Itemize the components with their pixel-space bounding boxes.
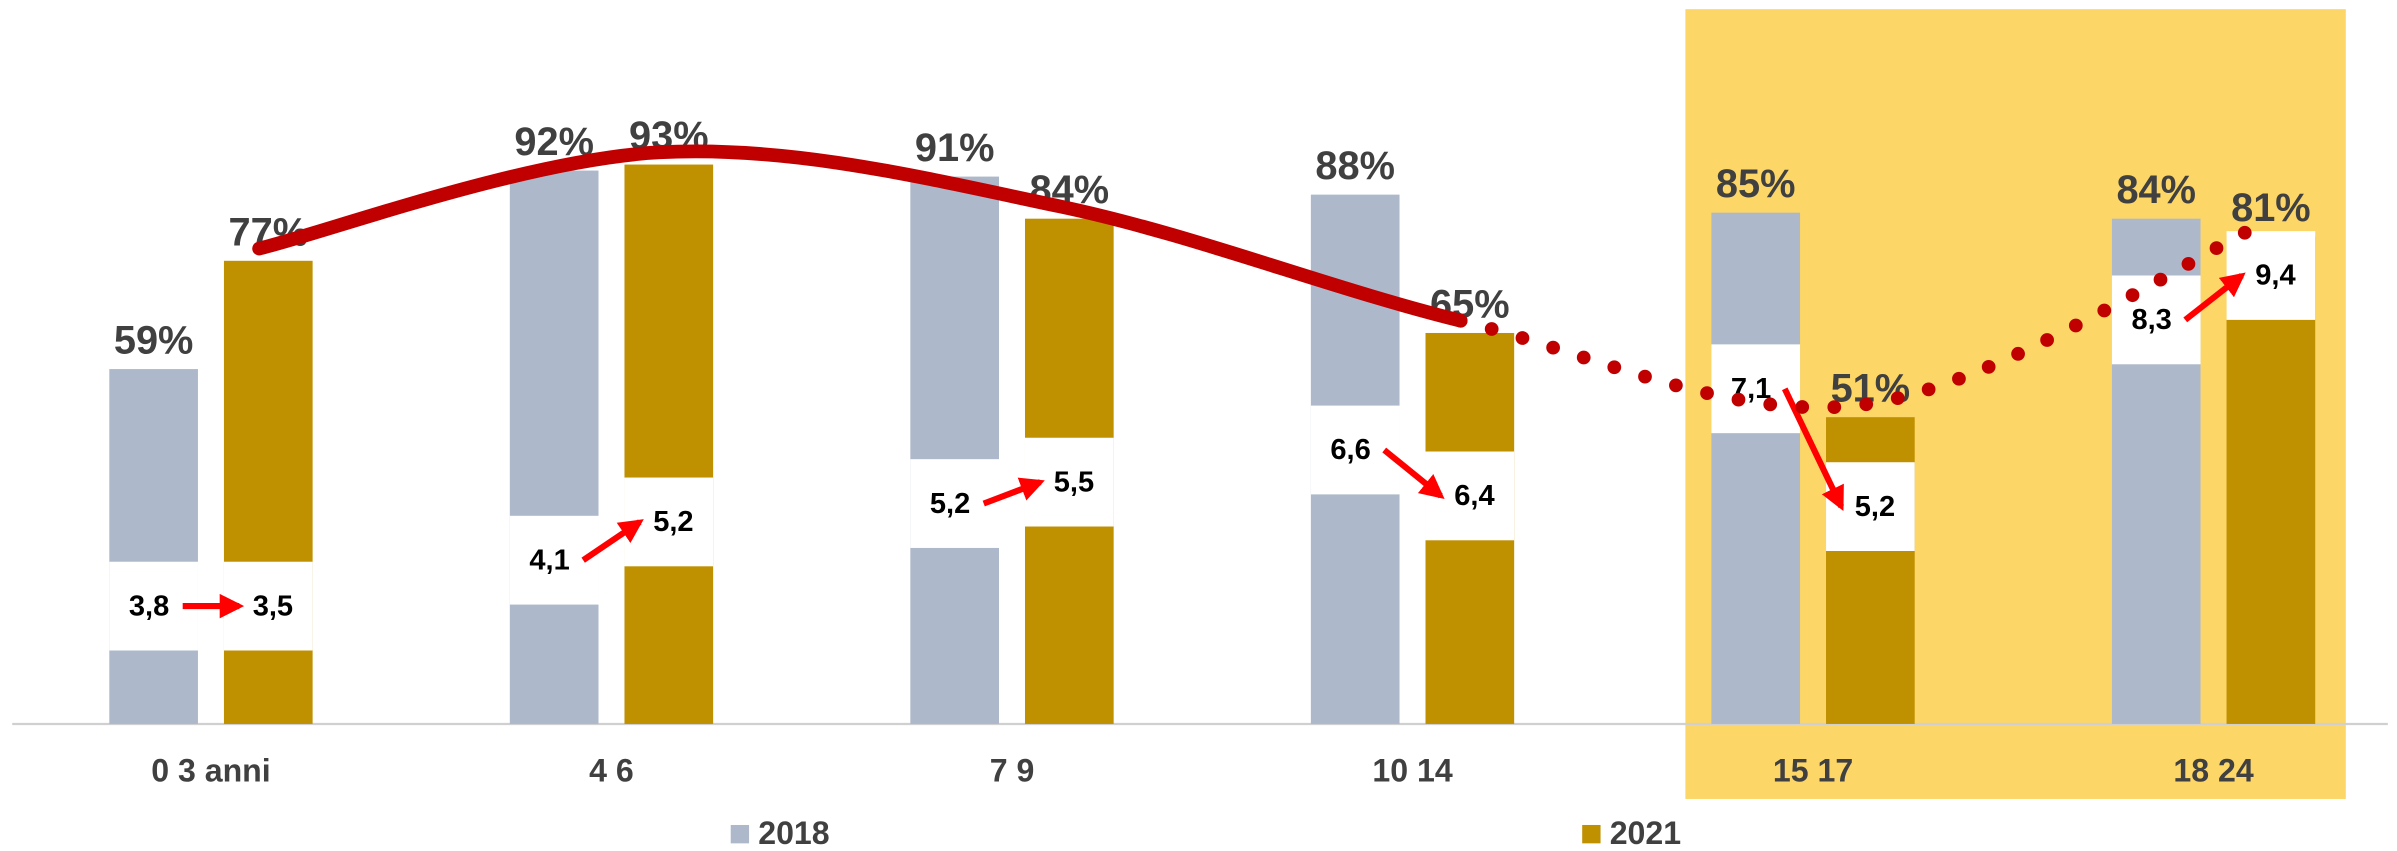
x-tick-label: 10 14 xyxy=(1372,752,1452,788)
x-tick-label: 4 6 xyxy=(589,752,634,788)
bar xyxy=(910,176,1000,724)
legend-label: 2021 xyxy=(1610,815,1681,851)
inner-label: 5,2 xyxy=(930,488,970,520)
arrow xyxy=(982,477,1045,507)
x-tick-label: 7 9 xyxy=(990,752,1035,788)
value-label: 85% xyxy=(1716,162,1796,206)
bar xyxy=(1711,212,1801,724)
legend-label: 2018 xyxy=(758,815,829,851)
inner-label: 8,3 xyxy=(2131,304,2171,336)
inner-label: 3,5 xyxy=(253,590,293,622)
x-tick-label: 0 3 anni xyxy=(151,752,271,788)
inner-label: 5,5 xyxy=(1054,466,1094,498)
arrow xyxy=(2183,272,2246,323)
value-label: 88% xyxy=(1315,144,1395,188)
trend-line xyxy=(252,144,1468,328)
x-tick-label: 15 17 xyxy=(1773,752,1853,788)
inner-label: 5,2 xyxy=(653,506,693,538)
inner-label: 3,8 xyxy=(129,590,169,622)
legend-swatch xyxy=(730,824,750,844)
inner-label: 5,2 xyxy=(1855,491,1895,523)
value-label: 91% xyxy=(915,126,995,170)
bar xyxy=(624,164,714,724)
value-label: 81% xyxy=(2231,186,2311,230)
inner-label: 6,4 xyxy=(1454,480,1494,512)
bar xyxy=(223,260,313,724)
x-tick-label: 18 24 xyxy=(2173,752,2253,788)
inner-label: 9,4 xyxy=(2255,260,2295,292)
legend-swatch xyxy=(1582,824,1601,844)
value-label: 59% xyxy=(114,319,194,363)
bar xyxy=(109,369,198,724)
inner-label: 4,1 xyxy=(529,544,569,576)
value-label: 84% xyxy=(2116,168,2196,212)
arrow xyxy=(1782,387,1845,512)
arrow xyxy=(581,519,644,563)
inner-label: 6,6 xyxy=(1330,434,1370,466)
bar xyxy=(509,170,599,724)
trend-line-dotted xyxy=(1453,217,2269,415)
arrow xyxy=(1382,447,1445,499)
